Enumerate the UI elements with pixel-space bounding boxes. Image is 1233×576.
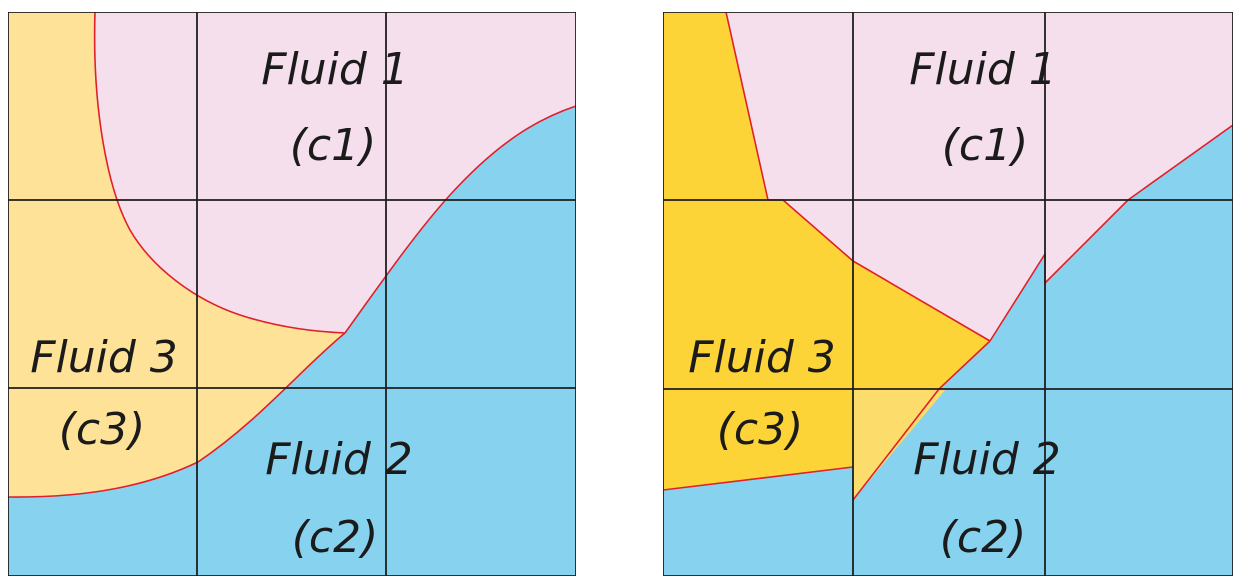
left-fluid1-symbol: (c1) <box>290 120 377 171</box>
left-grid <box>8 12 576 576</box>
left-interface-c3-c2 <box>8 332 346 498</box>
left-panel <box>8 12 576 576</box>
right-fluid3-label: Fluid 3 <box>688 332 836 383</box>
left-fluid3-region <box>8 12 345 498</box>
left-fluid1-region <box>94 12 576 333</box>
right-fluid3-light-region <box>853 389 946 500</box>
right-grid <box>663 12 1233 576</box>
left-fluid1-label: Fluid 1 <box>261 44 409 95</box>
left-fluid2-label: Fluid 2 <box>265 434 413 485</box>
right-fluid2-label: Fluid 2 <box>913 434 1061 485</box>
right-fluid3-region <box>663 12 990 490</box>
right-panel <box>663 12 1233 576</box>
right-fluid1-symbol: (c1) <box>942 120 1029 171</box>
left-fluid2-symbol: (c2) <box>292 512 379 563</box>
left-fluid3-symbol: (c3) <box>59 404 146 455</box>
right-fluid1-label: Fluid 1 <box>909 44 1057 95</box>
right-fluid2-symbol: (c2) <box>940 512 1027 563</box>
left-interface-c1-c3 <box>93 12 346 334</box>
left-fluid3-label: Fluid 3 <box>30 332 178 383</box>
right-fluid3-symbol: (c3) <box>717 404 804 455</box>
left-interface-c1-c2 <box>344 105 576 334</box>
